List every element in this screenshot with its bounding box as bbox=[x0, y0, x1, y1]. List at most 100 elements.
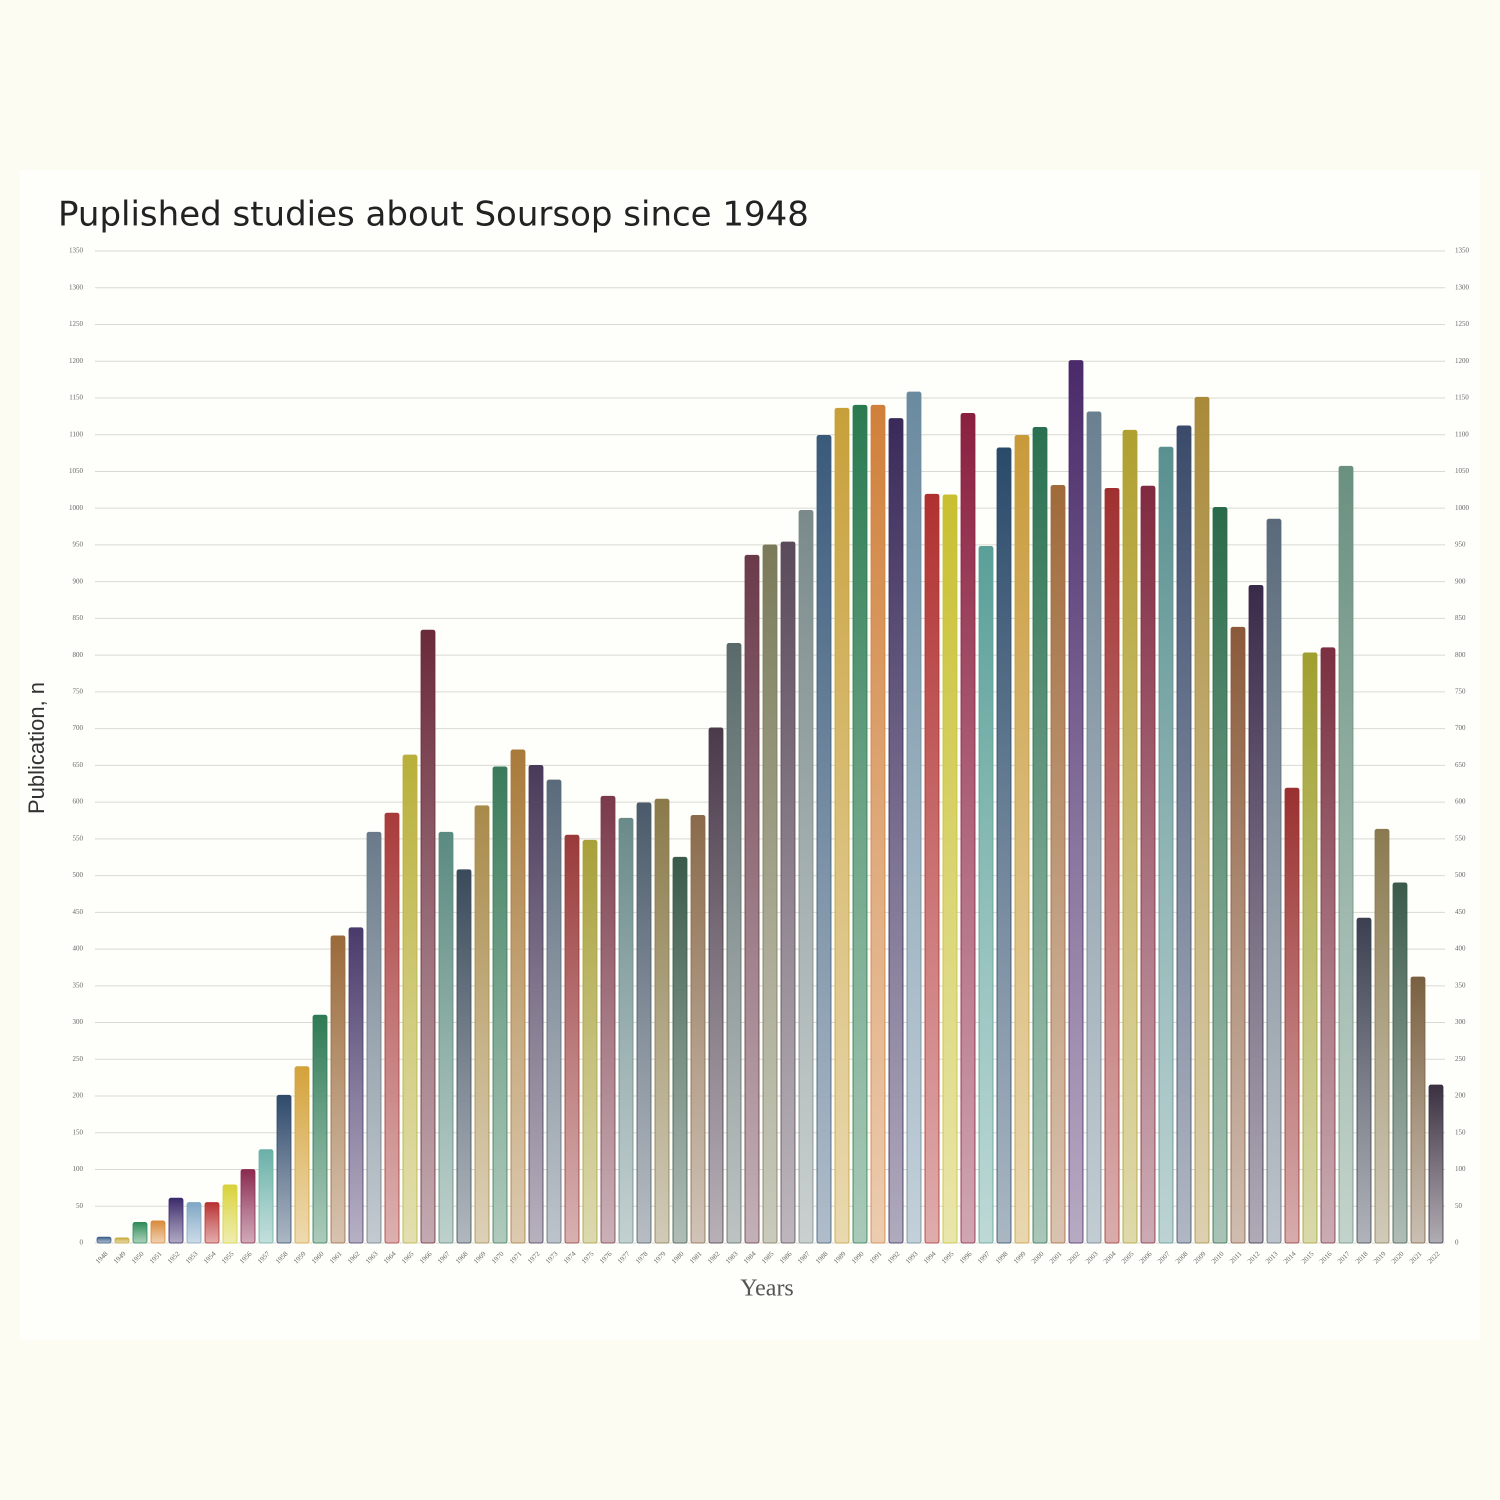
y-tick-label: 600 bbox=[73, 798, 84, 806]
bar bbox=[942, 494, 958, 1244]
y2-tick-label: 400 bbox=[1455, 945, 1466, 953]
x-axis-label: Years bbox=[740, 1276, 794, 1302]
bar bbox=[870, 404, 886, 1244]
bar bbox=[888, 418, 904, 1244]
y2-tick-label: 100 bbox=[1455, 1165, 1466, 1173]
bar bbox=[852, 404, 868, 1244]
bar bbox=[1284, 787, 1300, 1244]
bar bbox=[1356, 917, 1372, 1244]
chart-title: Puplished studies about Soursop since 19… bbox=[58, 195, 809, 235]
bar bbox=[1122, 429, 1138, 1244]
y2-tick-label: 300 bbox=[1455, 1018, 1466, 1026]
y-tick-label: 1150 bbox=[69, 394, 83, 402]
y2-tick-label: 650 bbox=[1455, 761, 1466, 769]
y-tick-label: 800 bbox=[73, 651, 84, 659]
y-tick-label: 550 bbox=[73, 834, 84, 842]
y-tick-label: 1100 bbox=[69, 430, 83, 438]
bar bbox=[582, 839, 598, 1244]
bar bbox=[438, 831, 454, 1244]
y-tick-label: 1300 bbox=[69, 283, 84, 291]
y2-tick-label: 1000 bbox=[1455, 504, 1470, 512]
bar bbox=[1338, 465, 1354, 1244]
y2-tick-label: 350 bbox=[1455, 981, 1466, 989]
y2-tick-label: 450 bbox=[1455, 908, 1466, 916]
bar bbox=[924, 493, 940, 1244]
bar bbox=[1176, 425, 1192, 1244]
bar bbox=[960, 412, 976, 1244]
y2-tick-label: 1200 bbox=[1455, 357, 1470, 365]
y2-tick-label: 1300 bbox=[1455, 283, 1470, 291]
bar bbox=[744, 554, 760, 1244]
bar bbox=[294, 1066, 310, 1244]
bar bbox=[1194, 396, 1210, 1244]
bar bbox=[780, 541, 796, 1244]
bar bbox=[1392, 882, 1408, 1244]
bar bbox=[204, 1202, 220, 1244]
bar bbox=[762, 544, 778, 1244]
y2-tick-label: 900 bbox=[1455, 577, 1466, 585]
bar bbox=[672, 856, 688, 1244]
bar bbox=[1248, 584, 1264, 1244]
bar bbox=[420, 629, 436, 1244]
bar bbox=[1410, 976, 1426, 1244]
y2-tick-label: 950 bbox=[1455, 541, 1466, 549]
y2-tick-label: 150 bbox=[1455, 1128, 1466, 1136]
bar bbox=[1374, 828, 1390, 1244]
bar bbox=[1014, 435, 1030, 1244]
bar bbox=[1086, 411, 1102, 1244]
bar bbox=[528, 764, 544, 1244]
y-tick-label: 450 bbox=[73, 908, 84, 916]
bar bbox=[726, 642, 742, 1244]
bar bbox=[654, 798, 670, 1244]
bar bbox=[636, 802, 652, 1244]
bar bbox=[1032, 426, 1048, 1244]
bar bbox=[366, 831, 382, 1244]
y-tick-label: 700 bbox=[73, 724, 84, 732]
y2-tick-label: 1250 bbox=[1455, 320, 1470, 328]
y-tick-label: 150 bbox=[73, 1128, 84, 1136]
bar bbox=[1266, 518, 1282, 1244]
y-tick-label: 1050 bbox=[69, 467, 84, 475]
bar bbox=[402, 754, 418, 1244]
y2-tick-label: 0 bbox=[1455, 1239, 1459, 1247]
y2-tick-label: 700 bbox=[1455, 724, 1466, 732]
y-tick-label: 250 bbox=[73, 1055, 84, 1063]
y-tick-label: 1000 bbox=[69, 504, 84, 512]
bar bbox=[1212, 507, 1228, 1244]
y-tick-label: 1250 bbox=[69, 320, 84, 328]
y2-tick-label: 200 bbox=[1455, 1092, 1466, 1100]
bar bbox=[798, 509, 814, 1244]
y2-tick-label: 1150 bbox=[1455, 394, 1469, 402]
bar bbox=[1158, 446, 1174, 1244]
y-tick-label: 500 bbox=[73, 871, 84, 879]
bar bbox=[330, 935, 346, 1244]
bar bbox=[474, 805, 490, 1244]
y2-tick-label: 800 bbox=[1455, 651, 1466, 659]
y2-tick-label: 600 bbox=[1455, 798, 1466, 806]
bar bbox=[1104, 487, 1120, 1244]
y-tick-label: 750 bbox=[73, 687, 84, 695]
y-tick-label: 200 bbox=[73, 1092, 84, 1100]
bar bbox=[816, 435, 832, 1244]
bar bbox=[1140, 485, 1156, 1244]
y-tick-label: 950 bbox=[73, 541, 84, 549]
y-tick-label: 300 bbox=[73, 1018, 84, 1026]
y-tick-label: 900 bbox=[73, 577, 84, 585]
bar bbox=[150, 1220, 166, 1244]
bar bbox=[456, 869, 472, 1244]
bar bbox=[276, 1094, 292, 1244]
bar bbox=[690, 814, 706, 1244]
bar bbox=[546, 779, 562, 1244]
bar bbox=[186, 1202, 202, 1244]
bar bbox=[492, 766, 508, 1244]
bar bbox=[258, 1149, 274, 1244]
bar bbox=[1320, 647, 1336, 1244]
bar bbox=[96, 1236, 112, 1244]
bar bbox=[600, 795, 616, 1244]
y2-tick-label: 1100 bbox=[1455, 430, 1469, 438]
y-tick-label: 1200 bbox=[69, 357, 84, 365]
y2-tick-label: 1350 bbox=[1455, 247, 1470, 255]
bar bbox=[384, 812, 400, 1244]
bar bbox=[1302, 652, 1318, 1244]
